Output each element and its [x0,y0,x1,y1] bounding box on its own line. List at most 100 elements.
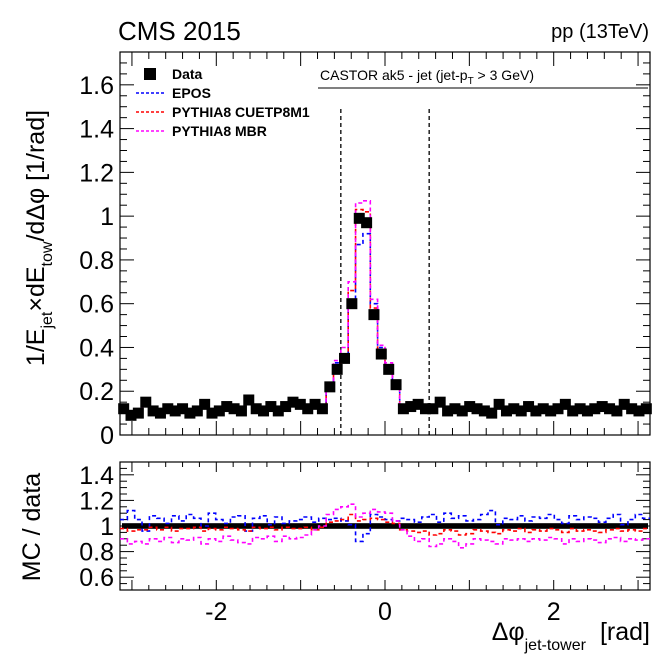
main-y-tick-label: 1.4 [79,116,114,144]
data-point [530,405,542,417]
data-point [449,403,461,415]
data-point [191,405,203,417]
data-point [206,407,218,419]
main-series-group [120,200,650,419]
data-point [302,403,314,415]
data-point [250,403,262,415]
main-y-tick-label: 0.8 [79,247,114,275]
main-y-tick-label: 0.2 [79,378,114,406]
data-point [346,298,358,310]
data-point [383,363,395,375]
data-point [287,396,299,408]
data-point [596,401,608,413]
main-plot-panel: 0 0.2 0.4 0.6 0.8 1 1.2 1.4 1.6 CASTOR ak5 - jet… [22,51,652,450]
data-point [353,212,365,224]
data-point [618,398,630,410]
data-point [581,405,593,417]
data-point [626,403,638,415]
ratio-series-epos [120,509,650,543]
data-point [118,403,130,415]
data-point [177,403,189,415]
x-tick-label: 2 [547,598,561,626]
data-point [368,309,380,321]
data-point [140,396,152,408]
main-series-pythia8-cuetp8m1 [120,208,650,417]
ratio-series-pythia8-cuetp8m1 [120,513,650,536]
data-point [419,403,431,415]
data-point [478,405,490,417]
data-point [316,403,328,415]
data-point [508,403,520,415]
data-point [464,401,476,413]
data-point [397,403,409,415]
data-point [486,407,498,419]
main-y-axis: 0 0.2 0.4 0.6 0.8 1 1.2 1.4 1.6 [79,51,650,450]
ratio-series-pythia8-mbr [120,503,650,549]
data-point [611,405,623,417]
main-y-tick-label: 1 [100,203,114,231]
data-point [147,405,159,417]
data-point [258,405,270,417]
data-point [390,379,402,391]
data-point [235,405,247,417]
data-point [331,363,343,375]
data-point [405,401,417,413]
data-point [456,405,468,417]
data-point [169,405,181,417]
main-y-axis-label: 1/Ejet×dEtow/dΔφ [1/rad] [22,110,56,366]
ratio-series-group [120,503,650,549]
legend: Data EPOS PYTHIA8 CUETP8M1 PYTHIA8 MBR [136,66,310,139]
data-point [442,405,454,417]
ratio-plot-panel: 0.60.811.21.4 -2 0 2 MC / data Δφjet-tower… [18,461,651,654]
x-tick-label: 0 [378,598,392,626]
data-point [545,405,557,417]
data-point [361,217,373,229]
data-point [339,352,351,364]
x-axis-label: Δφjet-tower [rad] [492,618,650,654]
ratio-y-tick-label: 0.8 [79,539,114,567]
data-point [552,403,564,415]
ratio-y-axis: 0.60.811.21.4 [79,461,650,592]
jet-region-markers [340,106,430,435]
data-point [412,398,424,410]
ratio-y-axis-label: MC / data [18,473,46,581]
data-point [574,403,586,415]
data-point [265,401,277,413]
main-series-pythia8-mbr [120,200,650,419]
data-point [243,394,255,406]
data-point [125,409,137,421]
data-point [640,403,652,415]
main-series-epos [120,232,650,414]
main-x-ticks [131,52,639,435]
data-point [154,407,166,419]
legend-marker-data [144,68,156,80]
main-y-tick-label: 0.4 [79,334,114,362]
experiment-label: CMS 2015 [118,16,241,46]
data-point [213,405,225,417]
data-markers [118,212,652,421]
data-point [162,403,174,415]
ratio-y-tick-label: 1.2 [79,487,114,515]
data-point [500,405,512,417]
data-point [132,407,144,419]
data-point [375,348,387,360]
data-point [604,403,616,415]
data-point [272,405,284,417]
main-y-tick-label: 1.6 [79,72,114,100]
legend-label: EPOS [172,85,211,101]
legend-label: PYTHIA8 CUETP8M1 [172,104,310,120]
data-point [589,403,601,415]
data-point [537,403,549,415]
data-point [221,401,233,413]
x-tick-label: -2 [205,598,227,626]
legend-label: PYTHIA8 MBR [172,123,267,139]
legend-label: Data [172,66,203,82]
main-y-tick-label: 1.2 [79,159,114,187]
ratio-y-tick-label: 1 [100,513,114,541]
data-point [427,403,439,415]
ratio-y-tick-label: 1.4 [79,462,114,490]
data-point [633,405,645,417]
data-point [324,381,336,393]
data-point [515,405,527,417]
data-point [280,401,292,413]
